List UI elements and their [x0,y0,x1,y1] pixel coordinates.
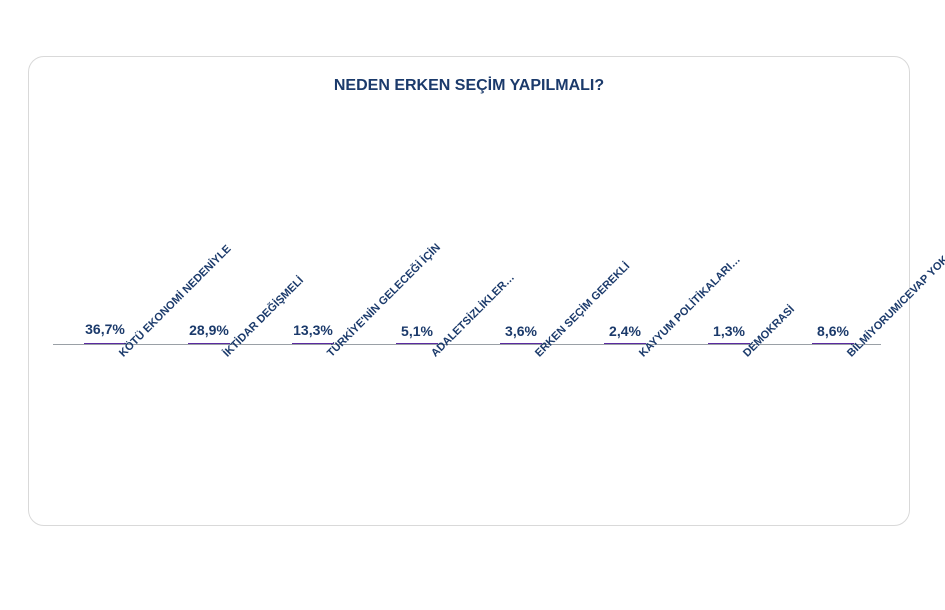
chart-panel: NEDEN ERKEN SEÇİM YAPILMALI? 36,7%28,9%1… [28,56,910,526]
x-label-slot: ADALETSİZLİKLER… [365,345,469,525]
x-label-slot: DEMOKRASİ [677,345,781,525]
x-label-slot: TÜRKİYE'NİN GELECEĞİ İÇİN [261,345,365,525]
x-labels-container: KÖTÜ EKONOMİ NEDENİYLEİKTİDAR DEĞİŞMELİT… [53,345,885,525]
x-label-slot: İKTİDAR DEĞİŞMELİ [157,345,261,525]
x-label-slot: ERKEN SEÇİM GEREKLİ [469,345,573,525]
x-label-slot: KAYYUM POLİTİKALARI… [573,345,677,525]
x-label-slot: BİLMİYORUM/CEVAP YOK [781,345,885,525]
x-label-slot: KÖTÜ EKONOMİ NEDENİYLE [53,345,157,525]
chart-title: NEDEN ERKEN SEÇİM YAPILMALI? [29,77,909,95]
